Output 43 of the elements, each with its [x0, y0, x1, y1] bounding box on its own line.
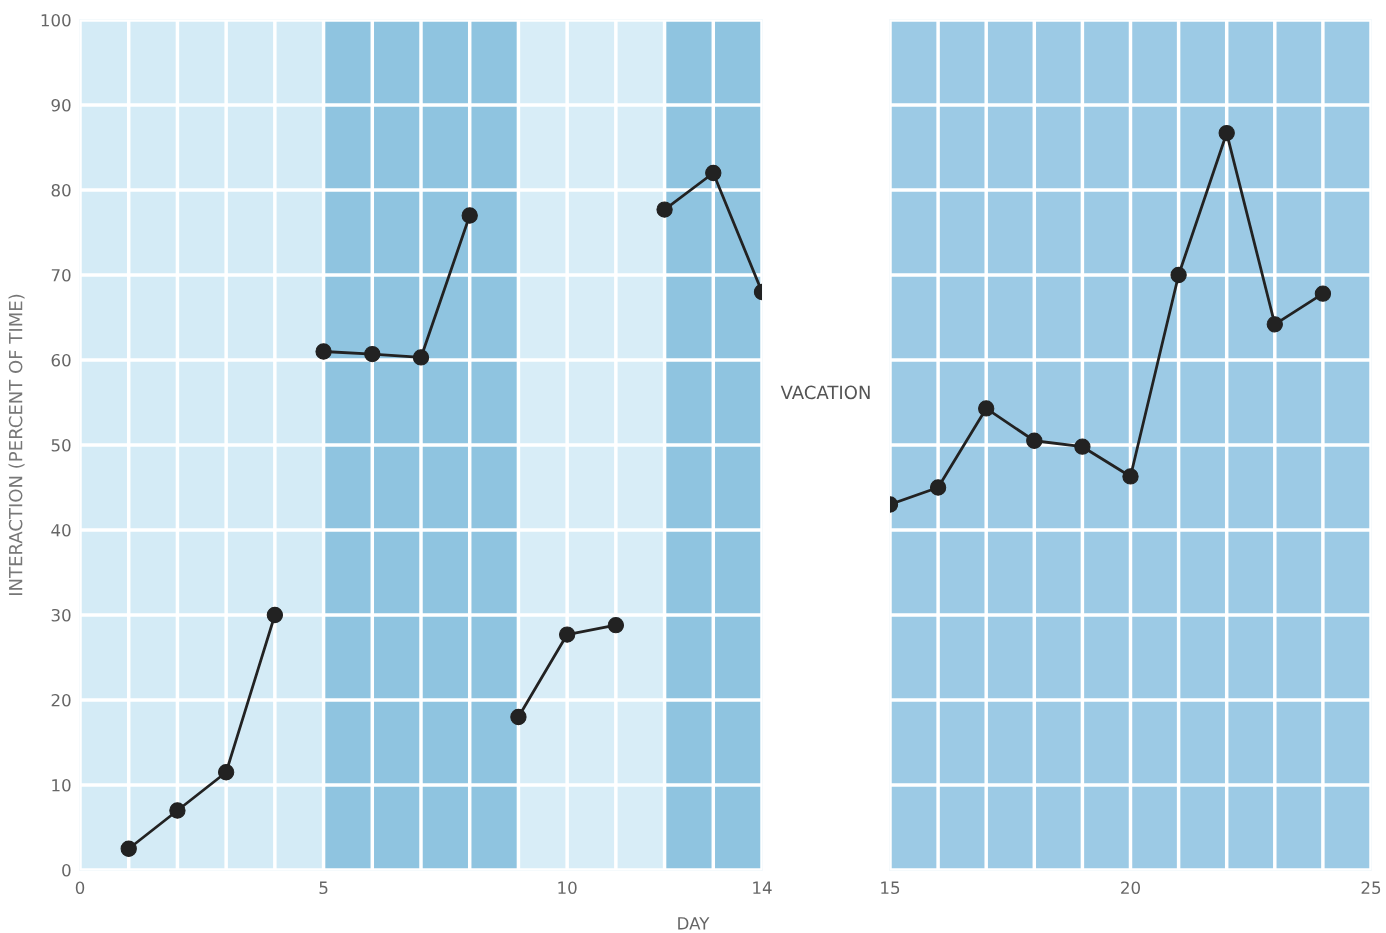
point — [364, 345, 381, 363]
y-tick-label: 60 — [51, 353, 71, 367]
y-tick-label: 100 — [41, 13, 71, 27]
x-tick-label: 15 — [881, 881, 900, 895]
y-tick-label: 10 — [52, 778, 71, 792]
x-tick-label: 25 — [1361, 881, 1381, 895]
y-tick-label: 20 — [51, 693, 71, 707]
point — [929, 479, 947, 496]
text: VACATION — [780, 385, 870, 400]
x-tick-label: 0 — [75, 881, 85, 895]
x-axis-title: DAY — [678, 917, 710, 930]
point — [607, 617, 625, 634]
point — [120, 840, 137, 857]
y-tick-label: 70 — [51, 268, 71, 282]
x-tick-label: 5 — [319, 881, 328, 895]
point — [315, 343, 332, 360]
point — [1074, 438, 1091, 455]
y-tick-label: 90 — [51, 98, 71, 112]
point — [1026, 432, 1043, 449]
y-tick-label: 0 — [62, 863, 71, 877]
y-axis-title: INTERACTION (PERCENT OF TIME) — [8, 294, 25, 595]
y-tick-label: 30 — [51, 608, 71, 622]
point — [558, 626, 576, 643]
point — [461, 207, 478, 224]
x-tick-label: 10 — [558, 881, 577, 895]
y-tick-label: 80 — [51, 183, 71, 197]
point — [978, 400, 995, 417]
x-tick-label: 14 — [753, 881, 772, 894]
y-tick-label: 40 — [51, 523, 71, 537]
point — [1122, 468, 1139, 485]
point — [705, 164, 722, 182]
point — [1266, 316, 1283, 333]
point — [217, 764, 235, 781]
point — [1170, 266, 1187, 284]
point — [1218, 124, 1235, 142]
point — [656, 201, 673, 218]
point — [510, 708, 527, 726]
point — [266, 606, 284, 624]
x-tick-label: 20 — [1121, 881, 1140, 895]
y-tick-label: 50 — [51, 438, 71, 452]
point — [412, 349, 430, 366]
point — [169, 802, 186, 819]
point — [1314, 285, 1332, 302]
